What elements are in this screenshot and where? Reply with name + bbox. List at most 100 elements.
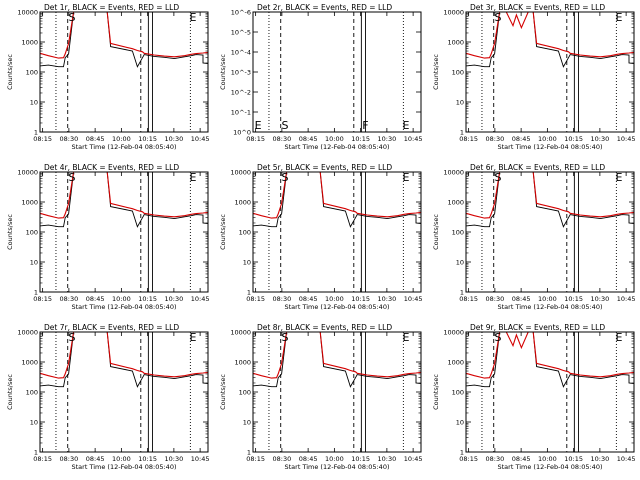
y-tick-label: 1000 (234, 199, 251, 207)
lld-series-line (40, 332, 208, 379)
event-flag: E (403, 331, 410, 344)
x-tick-label: 10:15 (138, 135, 157, 143)
x-tick-label: 10:30 (165, 455, 184, 463)
plot-frame (39, 11, 209, 133)
y-tick-label: 10^-4 (231, 49, 251, 57)
x-tick-label: 10:30 (165, 135, 184, 143)
x-tick-label: 08:15 (246, 135, 265, 143)
x-tick-label: 08:45 (299, 295, 318, 303)
plot-title: Det 9r, BLACK = Events, RED = LLD (470, 323, 605, 332)
y-axis-label: Counts/sec (219, 214, 227, 250)
x-tick-label: 10:45 (191, 455, 210, 463)
x-tick-label: 08:30 (273, 455, 292, 463)
events-series-line (466, 12, 634, 68)
x-tick-label: 10:30 (591, 455, 610, 463)
x-tick-label: 10:00 (112, 135, 131, 143)
x-tick-label: 10:00 (112, 455, 131, 463)
y-axis-label: Counts/sec (432, 54, 440, 90)
y-tick-label: 1 (34, 289, 38, 297)
plot-frame (252, 331, 422, 453)
series-group (40, 332, 208, 388)
x-tick-label: 10:30 (378, 455, 397, 463)
y-axis-label: Counts/sec (6, 374, 14, 410)
x-axis-label: Start Time (12-Feb-04 08:05:40) (72, 463, 177, 471)
lld-series-line (40, 172, 208, 219)
event-flag: E (616, 331, 623, 344)
x-tick-label: 08:45 (86, 295, 105, 303)
y-axis-label: Counts/sec (219, 374, 227, 410)
y-tick-label: 1000 (234, 359, 251, 367)
event-flag: E (403, 119, 410, 132)
plot-title: Det 2r, BLACK = Events, RED = LLD (257, 3, 392, 12)
y-tick-label: 1000 (447, 199, 464, 207)
y-tick-label: 10 (456, 259, 464, 267)
series-group (40, 12, 208, 68)
lld-series-line (466, 172, 634, 219)
lld-series-line (253, 172, 421, 219)
x-tick-label: 10:45 (404, 455, 423, 463)
y-tick-label: 10000 (17, 9, 38, 17)
lld-series-line (466, 12, 634, 59)
x-tick-label: 08:45 (512, 455, 531, 463)
y-tick-label: 1000 (447, 39, 464, 47)
x-tick-label: 10:00 (325, 295, 344, 303)
event-flag: S (282, 331, 289, 344)
x-tick-label: 10:30 (591, 295, 610, 303)
y-tick-label: 100 (26, 389, 38, 397)
event-flag: E (616, 171, 623, 184)
y-tick-label: 10000 (17, 169, 38, 177)
x-tick-label: 08:15 (33, 295, 52, 303)
x-tick-label: 10:15 (351, 135, 370, 143)
plot-title: Det 1r, BLACK = Events, RED = LLD (44, 3, 179, 12)
y-tick-label: 10000 (443, 169, 464, 177)
x-tick-label: 08:30 (60, 295, 79, 303)
x-tick-label: 08:15 (459, 135, 478, 143)
y-tick-label: 10 (456, 99, 464, 107)
y-tick-label: 1000 (21, 359, 38, 367)
y-tick-label: 10 (30, 259, 38, 267)
plot-title: Det 8r, BLACK = Events, RED = LLD (257, 323, 392, 332)
x-tick-label: 10:45 (191, 135, 210, 143)
x-tick-label: 10:15 (564, 295, 583, 303)
lld-series-line (253, 332, 421, 379)
event-flag: E (190, 11, 197, 24)
events-series-line (466, 332, 634, 388)
x-tick-label: 08:45 (299, 455, 318, 463)
y-tick-label: 10 (30, 419, 38, 427)
detector-plot-1: Det 1r, BLACK = Events, RED = LLD 1 10 100 1… (6, 3, 209, 151)
event-flag: S (282, 171, 289, 184)
y-tick-label: 1 (247, 449, 251, 457)
x-tick-label: 10:00 (538, 135, 557, 143)
y-tick-label: 1 (460, 289, 464, 297)
event-flag: S (69, 11, 76, 24)
event-flag: S (69, 331, 76, 344)
event-flag: E (190, 331, 197, 344)
y-tick-label: 1 (34, 129, 38, 137)
x-tick-label: 10:30 (165, 295, 184, 303)
x-tick-label: 08:30 (486, 135, 505, 143)
series-group (253, 172, 421, 228)
y-tick-label: 100 (26, 69, 38, 77)
x-axis-label: Start Time (12-Feb-04 08:05:40) (285, 143, 390, 151)
y-axis-label: Counts/sec (432, 374, 440, 410)
event-flag: S (495, 331, 502, 344)
x-tick-label: 08:45 (512, 295, 531, 303)
detector-plot-5: Det 5r, BLACK = Events, RED = LLD 1 10 100 1… (219, 163, 422, 311)
y-tick-label: 10^-1 (231, 109, 251, 117)
x-tick-label: 08:30 (60, 455, 79, 463)
x-tick-label: 10:15 (351, 295, 370, 303)
x-tick-label: 08:45 (86, 135, 105, 143)
y-tick-label: 1000 (21, 199, 38, 207)
y-tick-label: 100 (239, 229, 251, 237)
events-series-line (253, 172, 421, 228)
y-tick-label: 10^0 (233, 129, 251, 137)
y-tick-label: 1 (34, 449, 38, 457)
y-tick-label: 10^-5 (231, 29, 251, 37)
x-tick-label: 10:00 (112, 295, 131, 303)
x-axis-label: Start Time (12-Feb-04 08:05:40) (72, 303, 177, 311)
x-tick-label: 10:45 (191, 295, 210, 303)
x-axis-label: Start Time (12-Feb-04 08:05:40) (498, 303, 603, 311)
y-axis-label: Counts/sec (6, 214, 14, 250)
event-flag: E (403, 171, 410, 184)
